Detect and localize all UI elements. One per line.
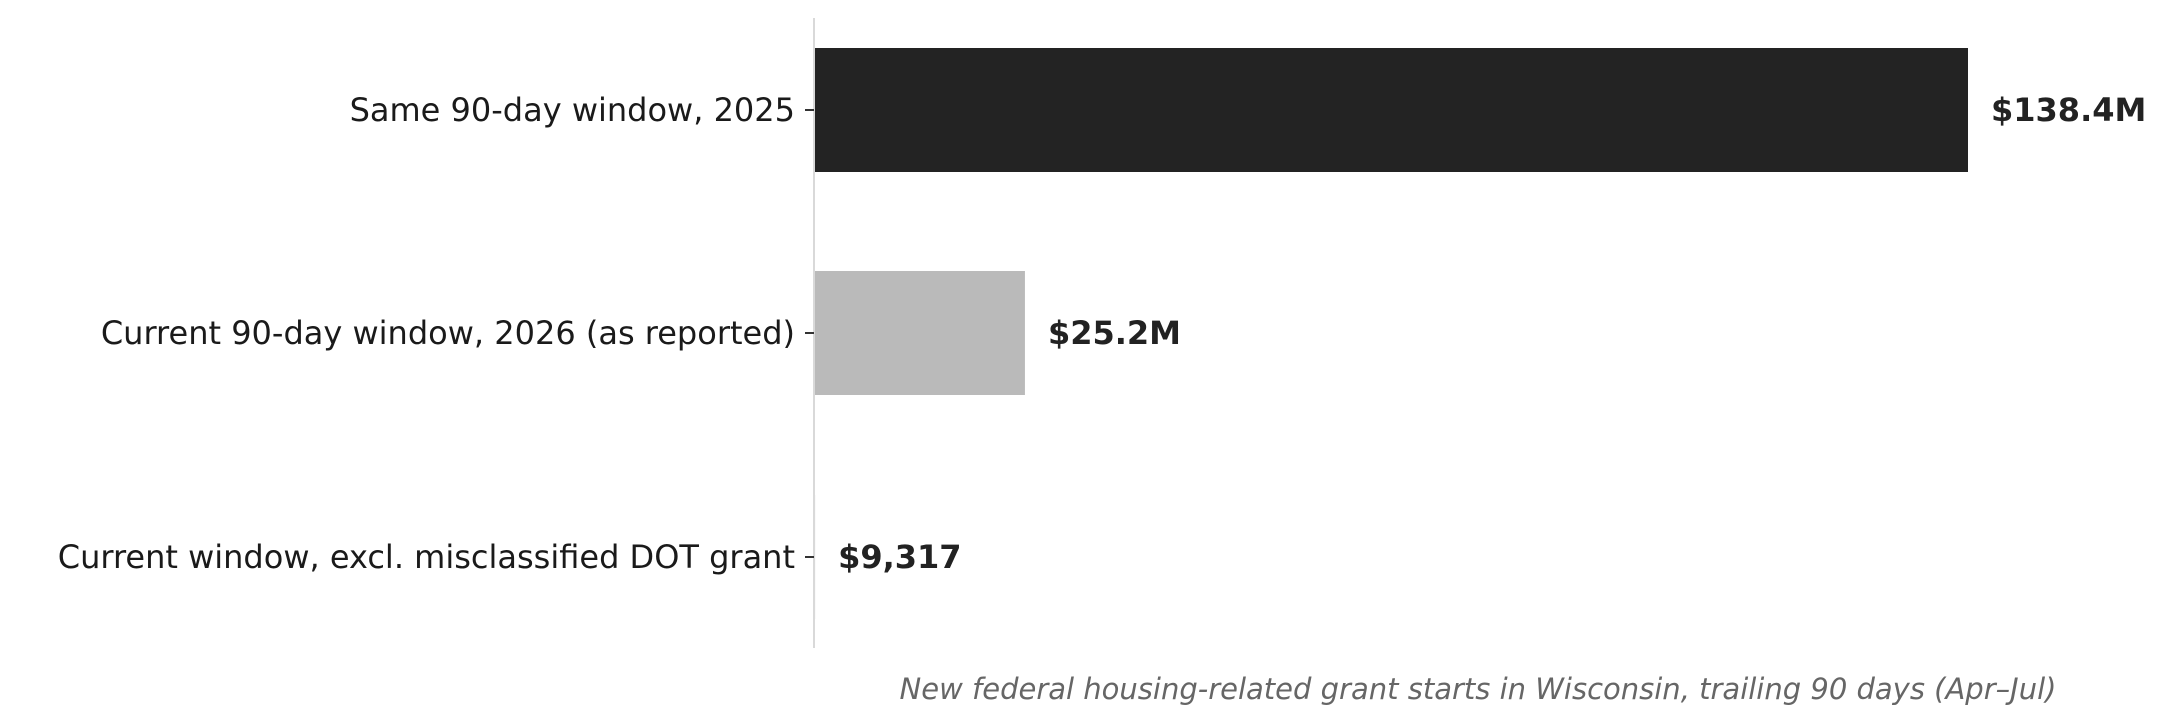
category-label-2: Current 90-day window, 2026 (as reported… — [101, 314, 795, 352]
category-label-1: Same 90-day window, 2025 — [350, 91, 795, 129]
value-label-1: $138.4M — [1991, 91, 2146, 129]
bars-layer — [815, 48, 1968, 619]
chart-caption: New federal housing-related grant starts… — [900, 672, 2057, 706]
ticks-layer — [805, 109, 814, 558]
bar-1 — [815, 48, 1968, 172]
labels-layer: Same 90-day window, 2025 $138.4M Current 9… — [58, 91, 2147, 576]
bar-2 — [815, 271, 1025, 395]
value-label-3: $9,317 — [838, 538, 961, 576]
category-label-3: Current window, excl. misclassified DOT … — [58, 538, 795, 576]
value-label-2: $25.2M — [1048, 314, 1181, 352]
